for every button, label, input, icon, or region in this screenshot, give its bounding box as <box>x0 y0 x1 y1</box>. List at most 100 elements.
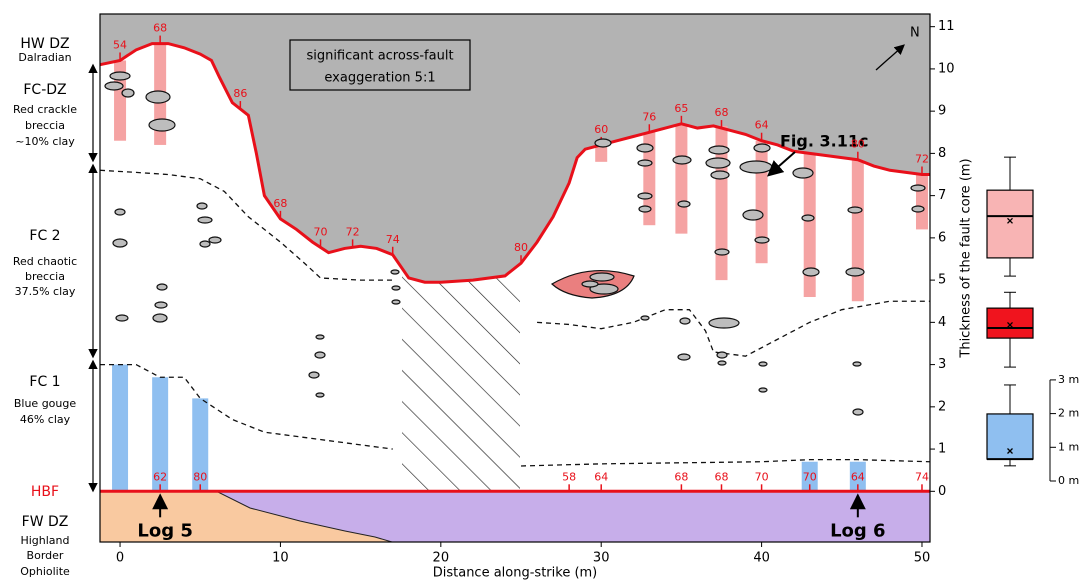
box <box>986 413 1034 460</box>
blue-column <box>192 398 209 492</box>
dip-label: 64 <box>755 119 769 132</box>
dip-label: 64 <box>851 470 865 483</box>
red-column <box>643 132 656 226</box>
red-column <box>114 60 127 141</box>
log-label: Log 5 <box>137 520 193 541</box>
red-column <box>851 159 864 302</box>
red-column <box>675 123 688 234</box>
y-tick-label: 3 <box>938 357 946 372</box>
unit-desc: breccia <box>25 119 65 132</box>
y-tick-label: 9 <box>938 104 946 119</box>
mean-marker <box>1007 217 1013 224</box>
blue-column <box>849 461 866 492</box>
unit-desc: breccia <box>25 270 65 283</box>
dip-label: 70 <box>803 470 817 483</box>
dip-label: 58 <box>562 470 576 483</box>
contact-line <box>537 300 930 357</box>
dip-label: 70 <box>314 225 328 238</box>
dip-label: 68 <box>674 470 688 483</box>
x-axis-label: Distance along-strike (m) <box>433 566 598 581</box>
unit-name: FC 2 <box>29 228 60 244</box>
unit-desc: ~10% clay <box>15 135 75 148</box>
dip-label: 68 <box>153 22 167 35</box>
unit-desc: Ophiolite <box>20 565 70 578</box>
annotation-line: exaggeration 5:1 <box>324 71 435 86</box>
dip-label: 80 <box>851 138 865 151</box>
unit-name: FC 1 <box>29 374 60 390</box>
plot-layer <box>99 14 931 493</box>
dip-label: 74 <box>386 233 400 246</box>
unit-desc: Dalradian <box>18 51 71 64</box>
dip-label: 60 <box>594 123 608 136</box>
y-tick-label: 4 <box>938 315 946 330</box>
unit-desc: Red crackle <box>13 103 77 116</box>
red-column <box>803 153 816 298</box>
box-scale-label: 0 m <box>1058 474 1079 487</box>
x-tick-label: 40 <box>753 551 770 566</box>
dip-label: 70 <box>755 470 769 483</box>
dip-label: 72 <box>915 153 929 166</box>
dip-label: 72 <box>346 225 360 238</box>
hanging-wall <box>100 14 930 283</box>
red-column <box>755 140 768 264</box>
unit-name: HW DZ <box>20 36 69 52</box>
north-label: N <box>910 26 920 41</box>
red-column <box>915 174 928 230</box>
dip-label: 80 <box>193 470 207 483</box>
dip-label: 54 <box>113 38 127 51</box>
figure-ref: Fig. 3.11c <box>780 132 868 151</box>
y-axis-label: Thickness of the fault core (m) <box>959 158 974 358</box>
unit-desc: Border <box>27 549 64 562</box>
annotation-box <box>289 39 471 91</box>
contact-line <box>100 363 393 450</box>
mean-marker <box>1007 448 1013 454</box>
unit-desc: Blue gouge <box>14 397 77 410</box>
dip-label: 86 <box>233 87 247 100</box>
y-tick-label: 5 <box>938 273 946 288</box>
blue-column <box>152 377 169 492</box>
y-tick-label: 1 <box>938 442 946 457</box>
unit-name: HBF <box>31 484 59 500</box>
unit-name: FC-DZ <box>23 82 66 98</box>
box <box>986 189 1034 259</box>
dip-label: 68 <box>714 470 728 483</box>
unit-desc: Red chaotic <box>13 255 77 268</box>
blue-column <box>801 461 818 492</box>
dip-label: 68 <box>714 106 728 119</box>
mean-marker <box>1007 322 1013 328</box>
dip-label: 80 <box>514 241 528 254</box>
y-tick-label: 10 <box>938 61 955 76</box>
x-tick-label: 10 <box>272 551 289 566</box>
y-tick-label: 11 <box>938 19 955 34</box>
red-column <box>595 144 608 162</box>
contact-line <box>99 169 393 281</box>
hatched-zone <box>402 272 520 492</box>
unit-desc: Highland <box>20 534 69 547</box>
plot-frame <box>99 13 931 543</box>
x-tick-label: 30 <box>593 551 610 566</box>
unit-name: FW DZ <box>22 514 69 530</box>
dip-label: 64 <box>594 470 608 483</box>
dip-label: 76 <box>642 110 656 123</box>
dip-label: 68 <box>273 197 287 210</box>
log-label: Log 6 <box>830 520 886 541</box>
y-tick-label: 7 <box>938 188 946 203</box>
y-tick-label: 0 <box>938 484 946 499</box>
fault-trace <box>99 42 930 284</box>
x-tick-label: 0 <box>116 551 124 566</box>
x-tick-label: 50 <box>914 551 931 566</box>
y-tick-label: 2 <box>938 399 946 414</box>
figure-ref-arrow <box>766 151 796 177</box>
box-scale-label: 3 m <box>1058 373 1079 386</box>
box-scale-label: 1 m <box>1058 440 1079 453</box>
y-tick-label: 6 <box>938 230 946 245</box>
box <box>986 307 1034 339</box>
unit-desc: 37.5% clay <box>15 285 76 298</box>
north-arrow <box>875 44 905 71</box>
clasts <box>104 71 926 416</box>
blue-column <box>112 364 129 492</box>
y-tick-label: 8 <box>938 146 946 161</box>
contact-line <box>520 458 931 467</box>
